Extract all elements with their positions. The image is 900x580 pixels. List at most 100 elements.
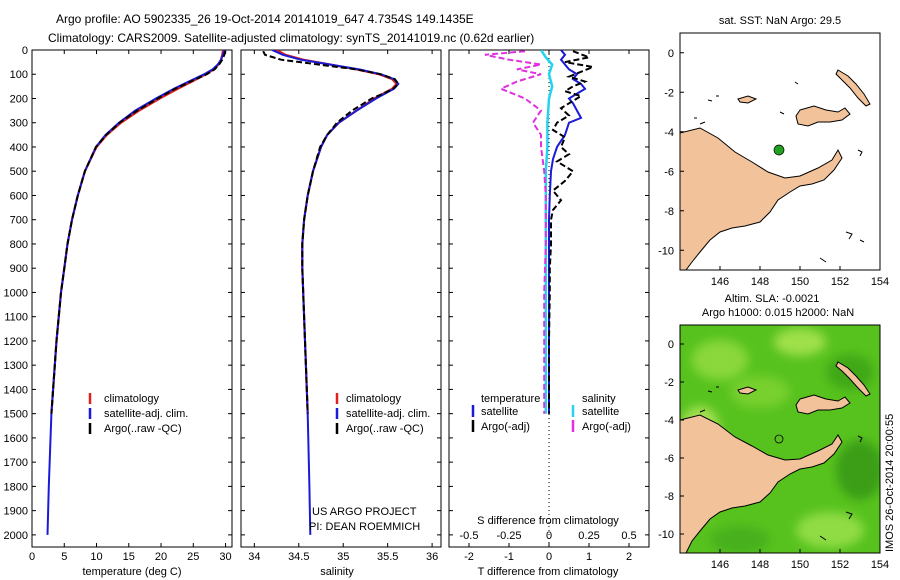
sla-map-argo-marker [774, 434, 784, 444]
sla-patch-6 [836, 440, 880, 500]
temperature-ytick-label-19: 1900 [4, 506, 28, 518]
sla-patch-1 [692, 340, 748, 380]
sst-map-xticks: 146 148 150 152 154 [711, 266, 889, 288]
sst-map-xtick-label-1: 148 [751, 276, 769, 288]
temperature-ytick-label-0: 0 [22, 45, 28, 57]
temperature-ytick-label-11: 1100 [4, 312, 28, 324]
sla-map-xtick-label-0: 146 [711, 559, 729, 571]
salinity-legend-label-satellite: satellite-adj. clim. [346, 408, 430, 420]
sst-map-ytick-label-0: 0 [668, 48, 674, 60]
sla-map-yticks: 0 -2 -4 -6 -8 -10 [658, 339, 684, 541]
sst-map-ytick-label-4: -8 [664, 206, 674, 218]
difference-xtick-label-0: -2 [464, 551, 474, 563]
sla-map-land-newbritain [795, 394, 851, 415]
difference-panel: -2 -1 0 1 2 S difference from climatology -0… [448, 49, 650, 578]
sla-map-panel: Altim. SLA: -0.0021 Argo h1000: 0.015 h2… [658, 293, 889, 571]
temperature-ytick-label-12: 1200 [4, 336, 28, 348]
difference-s-tick-label-1: -0.25 [496, 530, 521, 542]
difference-xtick-label-3: 1 [586, 551, 592, 563]
sst-map-islands [694, 81, 865, 263]
sla-map-ytick-label-0: 0 [668, 339, 674, 351]
difference-legend-label-s-satellite: satellite [582, 406, 619, 418]
difference-legend-label-t-satellite: satellite [481, 406, 518, 418]
difference-xticks: -2 -1 0 1 2 [449, 49, 649, 563]
temperature-xlabel: temperature (deg C) [82, 566, 181, 578]
difference-series-2 [539, 50, 554, 414]
difference-xtick-label-2: 0 [546, 551, 552, 563]
temperature-xtick-label-5: 25 [187, 551, 199, 563]
temperature-ytick-label-2: 200 [10, 93, 28, 105]
sla-map-ytick-label-1: -2 [664, 377, 674, 389]
salinity-yticks [241, 49, 441, 536]
sla-map-ytick-label-4: -8 [664, 491, 674, 503]
difference-series-0 [548, 50, 587, 414]
difference-s-tick-label-0: -0.5 [460, 530, 479, 542]
sst-map-land-manus [737, 95, 758, 104]
sst-map-argo-marker [773, 144, 785, 156]
sst-map-land-png [680, 127, 843, 270]
salinity-xtick-label-0: 34 [248, 551, 260, 563]
temperature-xtick-label-1: 5 [61, 551, 67, 563]
sla-map-land-manus [737, 386, 758, 395]
temperature-axes-frame [31, 49, 233, 548]
sla-map-frame [679, 324, 881, 554]
sla-patch-7 [796, 512, 864, 548]
sla-map-xtick-label-3: 152 [831, 559, 849, 571]
difference-xtick-label-1: -1 [504, 551, 514, 563]
salinity-xlabel: salinity [320, 566, 354, 578]
temperature-ytick-label-4: 400 [10, 142, 28, 154]
temperature-ytick-label-10: 1000 [4, 287, 28, 299]
project-label: US ARGO PROJECT [312, 506, 417, 518]
temperature-legend-label-satellite: satellite-adj. clim. [104, 408, 188, 420]
pi-label: PI: DEAN ROEMMICH [309, 521, 420, 533]
sla-map-field [680, 325, 880, 553]
temperature-ytick-label-20: 2000 [4, 530, 28, 542]
sla-map-land-newireland [835, 361, 871, 397]
difference-xtick-label-4: 2 [626, 551, 632, 563]
sst-map-ytick-label-2: -4 [664, 127, 674, 139]
difference-xlabel: T difference from climatology [478, 566, 619, 578]
temperature-ytick-label-9: 900 [10, 263, 28, 275]
sla-map-title-2: Argo h1000: 0.015 h2000: NaN [702, 307, 854, 319]
temperature-ytick-label-13: 1300 [4, 360, 28, 372]
salinity-xtick-label-3: 35.5 [377, 551, 398, 563]
temperature-ytick-label-17: 1700 [4, 457, 28, 469]
difference-series-3 [484, 50, 547, 414]
temperature-xticks: 0 5 10 15 20 25 30 [29, 50, 232, 563]
temperature-ytick-label-8: 800 [10, 239, 28, 251]
salinity-xtick-label-2: 35 [337, 551, 349, 563]
sla-patch-2 [774, 328, 826, 356]
sla-patch-4 [730, 376, 790, 408]
temperature-legend-label-argo: Argo(..raw -QC) [104, 423, 182, 435]
temperature-ytick-label-16: 1600 [4, 433, 28, 445]
salinity-xticks: 34 34.5 35 35.5 36 [248, 50, 438, 563]
temperature-xtick-label-6: 30 [219, 551, 231, 563]
salinity-axes-frame [240, 49, 442, 548]
sst-map-panel: sat. SST: NaN Argo: 29.5 146 148 150 152 154… [658, 15, 889, 288]
sla-patch-8 [710, 526, 770, 553]
temperature-ytick-label-6: 600 [10, 190, 28, 202]
header-line-1: Argo profile: AO 5902335_26 19-Oct-2014 … [56, 12, 474, 26]
sla-map-ytick-label-5: -10 [658, 529, 674, 541]
header-line-2: Climatology: CARS2009. Satellite-adjuste… [48, 31, 534, 45]
difference-s-tick-label-2: 0 [546, 530, 552, 542]
difference-legend-label-s-argo: Argo(-adj) [582, 421, 631, 433]
temperature-legend: climatology satellite-adj. clim. Argo(..… [88, 393, 188, 435]
temperature-xtick-label-4: 20 [155, 551, 167, 563]
sst-map-xtick-label-3: 152 [831, 276, 849, 288]
sla-map-title-1: Altim. SLA: -0.0021 [725, 293, 820, 305]
difference-s-tick-label-3: 0.25 [578, 530, 599, 542]
salinity-xtick-label-1: 34.5 [288, 551, 309, 563]
sla-map-ytick-label-2: -4 [664, 415, 674, 427]
temperature-xtick-label-2: 10 [90, 551, 102, 563]
sst-map-ytick-label-1: -2 [664, 87, 674, 99]
temperature-ytick-label-18: 1800 [4, 481, 28, 493]
sst-map-xtick-label-4: 154 [871, 276, 889, 288]
salinity-series-2 [262, 50, 400, 414]
sla-map-xticks: 146 148 150 152 154 [711, 549, 889, 571]
temperature-series-2 [50, 50, 227, 414]
sst-map-geography [680, 69, 871, 270]
difference-top-xlabel: S difference from climatology [477, 515, 619, 527]
temperature-ytick-label-14: 1400 [4, 384, 28, 396]
